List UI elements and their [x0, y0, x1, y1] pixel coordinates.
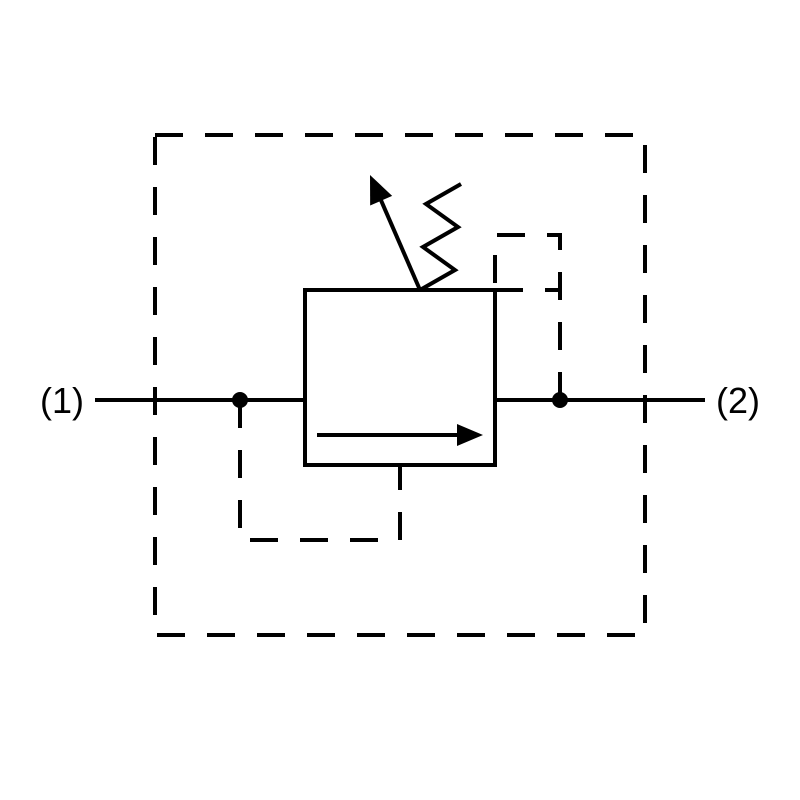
- hydraulic-schematic: (1) (2): [0, 0, 800, 800]
- port-2-label: (2): [716, 380, 760, 421]
- port-1-label: (1): [40, 380, 84, 421]
- diagram-layer: [95, 135, 705, 635]
